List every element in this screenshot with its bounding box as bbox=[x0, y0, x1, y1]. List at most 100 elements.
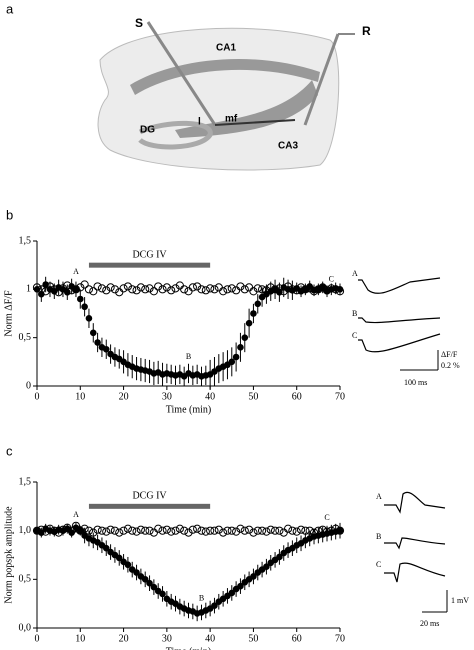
data-point bbox=[76, 295, 84, 303]
diagram-label: CA1 bbox=[216, 43, 236, 54]
data-point bbox=[145, 526, 154, 535]
data-point bbox=[159, 590, 166, 598]
drug-label: DCG IV bbox=[132, 491, 167, 502]
panel-label: c bbox=[6, 443, 13, 458]
data-point bbox=[249, 528, 258, 537]
data-point bbox=[201, 286, 210, 295]
data-point bbox=[68, 529, 75, 536]
scale-label: ΔF/F bbox=[441, 350, 458, 359]
scale-label: 0.2 % bbox=[441, 361, 460, 370]
stim-electrode bbox=[146, 21, 217, 126]
data-point bbox=[292, 527, 301, 536]
data-point bbox=[123, 524, 133, 533]
scale-label: 20 ms bbox=[420, 619, 439, 628]
mossy-fiber bbox=[214, 119, 296, 126]
y-axis-label: Norm popspk amplitude bbox=[3, 506, 14, 604]
data-point bbox=[115, 554, 123, 562]
data-point bbox=[154, 282, 163, 291]
data-point bbox=[249, 287, 258, 296]
data-point bbox=[133, 569, 140, 576]
trace bbox=[358, 333, 441, 353]
data-point bbox=[102, 345, 110, 353]
data-point bbox=[206, 284, 215, 293]
diagram-label: S bbox=[135, 16, 143, 30]
trace-label: A bbox=[376, 492, 382, 501]
annotation: B bbox=[199, 594, 204, 603]
data-point bbox=[141, 576, 149, 583]
data-point bbox=[80, 280, 89, 289]
diagram-label: R bbox=[362, 24, 371, 38]
annotation: A bbox=[73, 267, 79, 276]
annotation: A bbox=[73, 510, 79, 519]
data-point bbox=[336, 527, 344, 534]
data-point bbox=[223, 526, 232, 535]
data-point bbox=[276, 553, 283, 561]
data-point bbox=[97, 284, 107, 293]
x-tick-label: 40 bbox=[205, 391, 215, 402]
data-point bbox=[263, 563, 270, 570]
annotation: C bbox=[329, 274, 334, 283]
trace bbox=[358, 317, 441, 324]
data-point bbox=[106, 283, 115, 292]
scale-label: 100 ms bbox=[404, 378, 427, 387]
data-point bbox=[197, 526, 206, 535]
data-point bbox=[146, 579, 153, 587]
x-axis-label: Time (min) bbox=[166, 404, 211, 415]
data-point bbox=[38, 529, 45, 536]
drug-bar bbox=[88, 262, 211, 268]
data-point bbox=[228, 358, 236, 366]
x-tick-label: 10 bbox=[75, 391, 85, 402]
y-tick-label: 0 bbox=[26, 380, 31, 391]
trace-label: B bbox=[376, 532, 381, 541]
data-point bbox=[119, 284, 128, 293]
x-tick-label: 30 bbox=[162, 391, 172, 402]
data-point bbox=[236, 282, 245, 291]
x-tick-label: 0 bbox=[35, 391, 40, 402]
data-point bbox=[141, 285, 150, 294]
x-tick-label: 50 bbox=[248, 633, 258, 644]
data-point bbox=[254, 300, 262, 308]
data-point bbox=[106, 525, 115, 534]
trace-label: B bbox=[352, 309, 357, 318]
data-point bbox=[188, 283, 197, 292]
data-point bbox=[257, 526, 267, 535]
data-point bbox=[262, 527, 271, 536]
x-tick-label: 20 bbox=[119, 633, 129, 644]
rec-electrode bbox=[303, 33, 340, 126]
dg-layer bbox=[138, 120, 213, 150]
data-point bbox=[232, 353, 240, 361]
data-point bbox=[184, 528, 193, 537]
y-tick-label: 1 bbox=[26, 284, 31, 295]
y-tick-label: 0,5 bbox=[19, 332, 32, 343]
data-point bbox=[253, 284, 262, 293]
x-tick-label: 10 bbox=[75, 633, 85, 644]
data-point bbox=[245, 525, 254, 534]
data-point bbox=[162, 283, 171, 292]
data-point bbox=[241, 334, 249, 341]
x-tick-label: 60 bbox=[292, 391, 302, 402]
y-tick-label: 0,0 bbox=[19, 622, 32, 633]
data-point bbox=[64, 288, 71, 296]
data-point bbox=[227, 526, 236, 535]
data-point bbox=[283, 524, 293, 533]
x-tick-label: 70 bbox=[335, 633, 345, 644]
x-tick-label: 60 bbox=[292, 633, 302, 644]
data-point bbox=[240, 526, 249, 535]
data-point bbox=[219, 528, 228, 537]
annotation: B bbox=[186, 352, 191, 361]
x-tick-label: 50 bbox=[248, 391, 258, 402]
data-point bbox=[132, 286, 141, 295]
data-point bbox=[253, 526, 262, 535]
data-point bbox=[175, 524, 184, 533]
y-axis-label: Norm ΔF/F bbox=[3, 290, 14, 337]
diagram-label: CA3 bbox=[278, 141, 298, 152]
panel-label: a bbox=[6, 1, 14, 16]
trace-label: C bbox=[376, 560, 381, 569]
data-point bbox=[219, 287, 228, 296]
data-point bbox=[124, 561, 132, 569]
data-point bbox=[94, 339, 101, 346]
data-point bbox=[245, 319, 253, 327]
trace-label: C bbox=[352, 331, 357, 340]
diagram-label: mf bbox=[225, 114, 238, 125]
data-point bbox=[81, 303, 88, 311]
